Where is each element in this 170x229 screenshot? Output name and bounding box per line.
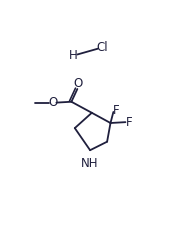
Text: NH: NH: [81, 157, 99, 170]
Text: F: F: [113, 104, 120, 117]
Text: O: O: [48, 96, 57, 109]
Text: Cl: Cl: [96, 41, 108, 54]
Text: F: F: [126, 116, 132, 129]
Text: H: H: [69, 49, 78, 62]
Text: O: O: [74, 77, 83, 90]
